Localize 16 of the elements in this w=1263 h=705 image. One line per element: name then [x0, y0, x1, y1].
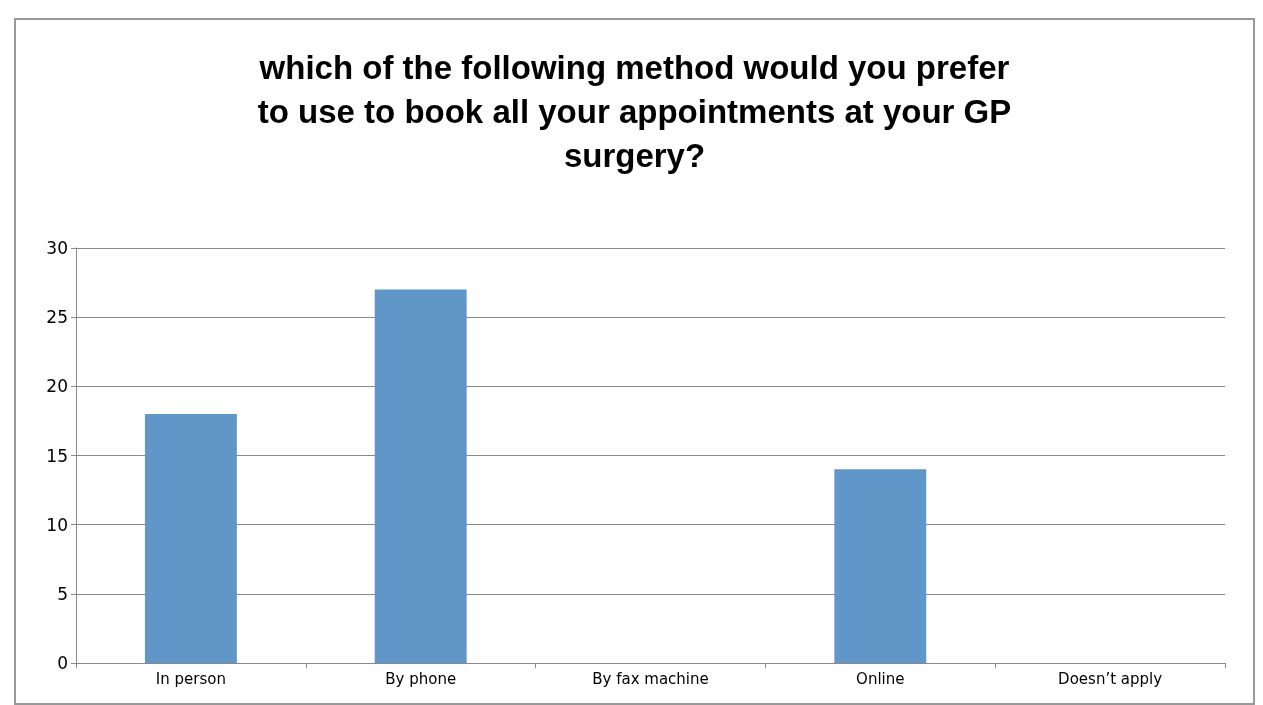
bar: [834, 469, 927, 663]
y-tick-label: 5: [57, 583, 68, 604]
bar: [144, 414, 237, 663]
x-tick-label: Doesn’t apply: [1058, 669, 1163, 688]
y-tick-label: 30: [46, 238, 68, 258]
y-tick-label: 15: [46, 445, 68, 466]
y-tick-label: 0: [57, 653, 68, 673]
y-tick-label: 20: [46, 376, 68, 397]
x-tick-label: Online: [856, 669, 905, 688]
chart-title: which of the following method would you prefer to use to book all your appointments at your GP surgery?: [257, 48, 1012, 174]
x-tick-label: In person: [155, 669, 226, 688]
y-tick-label: 10: [46, 514, 68, 535]
bar: [374, 289, 467, 663]
x-tick-label: By phone: [385, 669, 457, 688]
x-tick-label: By fax machine: [592, 669, 709, 688]
y-tick-label: 25: [46, 307, 68, 328]
